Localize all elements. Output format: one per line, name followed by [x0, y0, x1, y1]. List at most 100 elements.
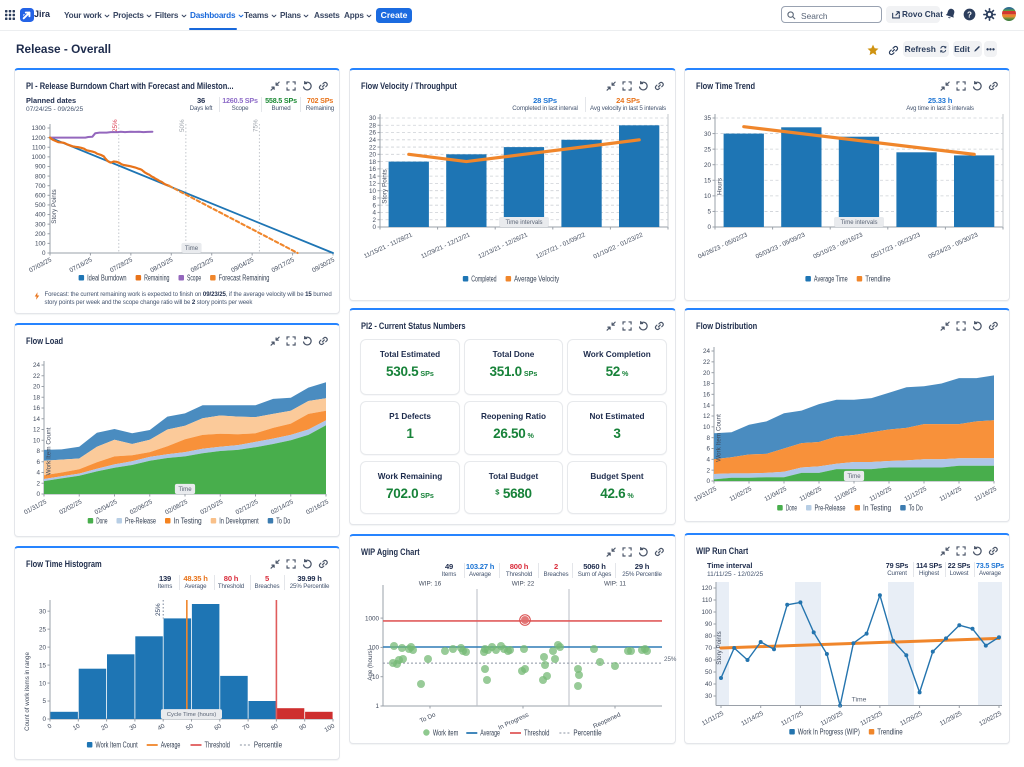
svg-text:700: 700	[35, 183, 46, 190]
svg-text:110: 110	[702, 597, 713, 604]
svg-text:6: 6	[372, 202, 376, 209]
svg-text:0: 0	[707, 224, 711, 231]
svg-text:10/31/25: 10/31/25	[693, 485, 718, 503]
svg-text:800: 800	[35, 173, 46, 180]
svg-text:11/04/25: 11/04/25	[763, 485, 788, 503]
svg-text:11/23/25: 11/23/25	[859, 710, 884, 728]
svg-text:70: 70	[242, 722, 252, 732]
svg-text:80: 80	[705, 633, 713, 640]
svg-text:Done: Done	[786, 504, 797, 513]
svg-text:In Testing: In Testing	[174, 517, 202, 526]
svg-text:1300: 1300	[31, 125, 46, 132]
svg-text:Count of work items in range: Count of work items in range	[24, 652, 31, 731]
svg-text:50%: 50%	[179, 119, 186, 132]
svg-text:16: 16	[33, 405, 41, 412]
svg-text:Story Points: Story Points	[382, 169, 389, 203]
svg-text:11/17/25: 11/17/25	[780, 710, 805, 728]
svg-text:60: 60	[705, 657, 713, 664]
svg-text:WIP: 11: WIP: 11	[604, 581, 626, 588]
svg-text:100: 100	[701, 609, 712, 616]
svg-text:02/06/25: 02/06/25	[129, 498, 154, 516]
svg-text:In Testing: In Testing	[863, 504, 891, 513]
svg-text:02/14/25: 02/14/25	[270, 498, 295, 516]
svg-text:1100: 1100	[32, 144, 46, 151]
svg-text:8: 8	[36, 448, 40, 455]
svg-text:20: 20	[704, 162, 712, 169]
svg-text:Story Points: Story Points	[51, 189, 58, 223]
svg-text:40: 40	[705, 681, 713, 688]
svg-text:?: ?	[967, 10, 972, 19]
svg-text:22: 22	[703, 359, 711, 366]
svg-text:100: 100	[368, 645, 379, 652]
svg-text:02/10/25: 02/10/25	[199, 498, 224, 516]
svg-text:Hours: Hours	[717, 178, 724, 195]
svg-text:12/02/25: 12/02/25	[978, 710, 1003, 728]
svg-text:Time intervals: Time intervals	[505, 220, 542, 226]
svg-text:08/10/25: 08/10/25	[149, 256, 174, 274]
svg-text:Time intervals: Time intervals	[840, 220, 877, 226]
svg-text:Average Time: Average Time	[814, 275, 848, 284]
svg-text:1000: 1000	[365, 615, 380, 622]
svg-text:90: 90	[705, 621, 713, 628]
svg-text:05/03/23 - 05/09/23: 05/03/23 - 05/09/23	[755, 231, 807, 260]
svg-text:14: 14	[703, 402, 711, 409]
svg-text:4: 4	[372, 210, 376, 217]
svg-text:02/12/25: 02/12/25	[235, 498, 260, 516]
svg-text:11/14/25: 11/14/25	[938, 485, 963, 503]
svg-text:14: 14	[369, 173, 377, 180]
svg-text:Done: Done	[96, 517, 107, 526]
svg-text:90: 90	[298, 722, 308, 732]
svg-text:Threshold: Threshold	[205, 741, 230, 750]
svg-text:16: 16	[369, 166, 377, 173]
svg-text:02/02/25: 02/02/25	[58, 498, 83, 516]
svg-text:0: 0	[706, 478, 710, 485]
svg-text:18: 18	[703, 381, 711, 388]
svg-text:100: 100	[35, 241, 46, 248]
svg-text:11/10/25: 11/10/25	[868, 485, 893, 503]
svg-text:20: 20	[39, 644, 47, 651]
svg-text:11/06/25: 11/06/25	[798, 485, 823, 503]
svg-text:07/16/25: 07/16/25	[68, 256, 93, 274]
svg-text:WIP: 16: WIP: 16	[419, 581, 442, 588]
svg-text:25%: 25%	[664, 656, 677, 663]
svg-text:30: 30	[369, 115, 377, 122]
svg-text:09/17/25: 09/17/25	[271, 256, 296, 274]
svg-text:11/29/21 - 12/12/21: 11/29/21 - 12/12/21	[420, 231, 472, 260]
svg-text:05/10/23 - 05/16/23: 05/10/23 - 05/16/23	[812, 231, 864, 260]
svg-text:75%: 75%	[252, 119, 259, 132]
svg-text:50: 50	[185, 722, 195, 732]
svg-text:500: 500	[35, 202, 46, 209]
svg-text:10: 10	[372, 674, 380, 681]
svg-text:25%: 25%	[155, 603, 162, 616]
svg-text:11/14/25: 11/14/25	[740, 710, 765, 728]
svg-text:10: 10	[703, 424, 711, 431]
svg-text:11/08/25: 11/08/25	[833, 485, 858, 503]
svg-text:10: 10	[704, 193, 712, 200]
svg-text:In Development: In Development	[219, 517, 259, 526]
svg-text:Scope: Scope	[187, 274, 201, 283]
svg-text:10: 10	[33, 437, 41, 444]
svg-text:Pre-Release: Pre-Release	[125, 517, 156, 526]
svg-text:15: 15	[39, 662, 47, 669]
svg-text:To Do: To Do	[909, 504, 924, 513]
svg-text:To Do: To Do	[419, 711, 437, 725]
svg-text:4: 4	[706, 457, 710, 464]
svg-text:600: 600	[35, 193, 46, 200]
svg-text:Work Item Count: Work Item Count	[95, 741, 138, 750]
svg-text:70: 70	[705, 645, 713, 652]
svg-text:Trendline: Trendline	[877, 728, 902, 737]
svg-text:1: 1	[375, 703, 379, 710]
svg-text:10: 10	[39, 680, 47, 687]
svg-text:Age (hours): Age (hours)	[367, 648, 374, 680]
svg-text:6: 6	[706, 446, 710, 453]
svg-text:0: 0	[42, 250, 46, 257]
svg-text:11/15/21 - 11/28/21: 11/15/21 - 11/28/21	[363, 231, 414, 260]
svg-text:80: 80	[270, 722, 280, 732]
svg-text:12: 12	[33, 427, 41, 434]
svg-text:40: 40	[157, 722, 167, 732]
svg-text:0: 0	[36, 491, 40, 498]
svg-text:30: 30	[39, 608, 47, 615]
svg-text:20: 20	[369, 152, 377, 159]
svg-text:50: 50	[705, 669, 713, 676]
svg-text:30: 30	[128, 722, 138, 732]
